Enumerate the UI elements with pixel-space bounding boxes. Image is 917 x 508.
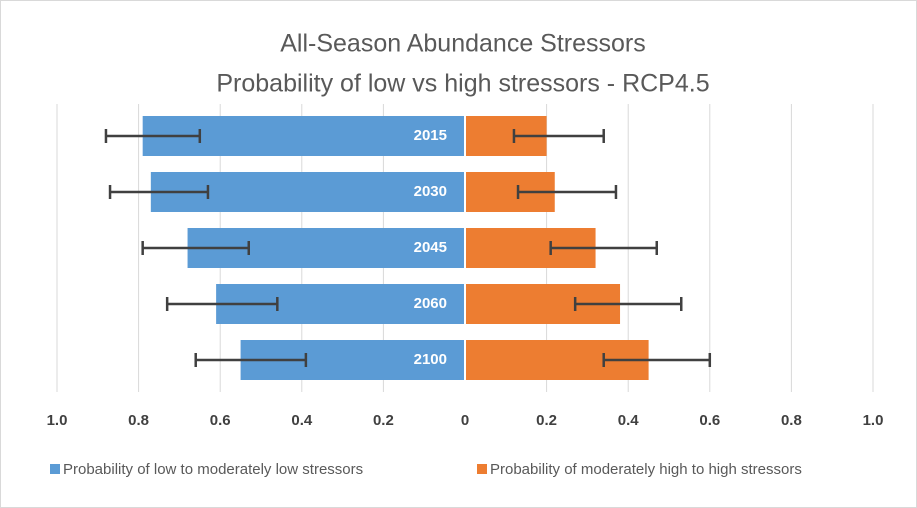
error-bar xyxy=(141,241,251,255)
error-bar xyxy=(194,353,308,367)
x-tick-label: 0.8 xyxy=(128,412,149,429)
error-bar xyxy=(512,129,605,143)
error-bar xyxy=(549,241,659,255)
x-tick-label: 1.0 xyxy=(863,412,884,429)
category-label: 2045 xyxy=(414,239,447,256)
x-tick-label: 0.8 xyxy=(781,412,802,429)
x-tick-label: 0.4 xyxy=(618,412,640,429)
category-label: 2100 xyxy=(414,351,447,368)
legend-swatch xyxy=(50,464,60,474)
x-tick-label: 0.2 xyxy=(373,412,394,429)
legend-label: Probability of low to moderately low str… xyxy=(63,461,363,478)
error-bar xyxy=(165,297,279,311)
chart-title: All-Season Abundance Stressors xyxy=(280,30,646,58)
x-tick-label: 0.6 xyxy=(699,412,720,429)
x-tick-label: 0.6 xyxy=(210,412,231,429)
error-bar xyxy=(573,297,683,311)
error-bar xyxy=(516,185,618,199)
error-bar xyxy=(602,353,712,367)
category-label: 2060 xyxy=(414,295,447,312)
x-tick-label: 0.2 xyxy=(536,412,557,429)
legend-swatch xyxy=(477,464,487,474)
x-tick-label: 1.0 xyxy=(47,412,68,429)
category-label: 2030 xyxy=(414,183,447,200)
chart-subtitle: Probability of low vs high stressors - R… xyxy=(216,70,709,98)
error-bar xyxy=(108,185,210,199)
legend-label: Probability of moderately high to high s… xyxy=(490,461,802,478)
x-tick-label: 0 xyxy=(461,412,469,429)
error-bar xyxy=(104,129,202,143)
x-tick-label: 0.4 xyxy=(291,412,313,429)
category-label: 2015 xyxy=(414,127,447,144)
